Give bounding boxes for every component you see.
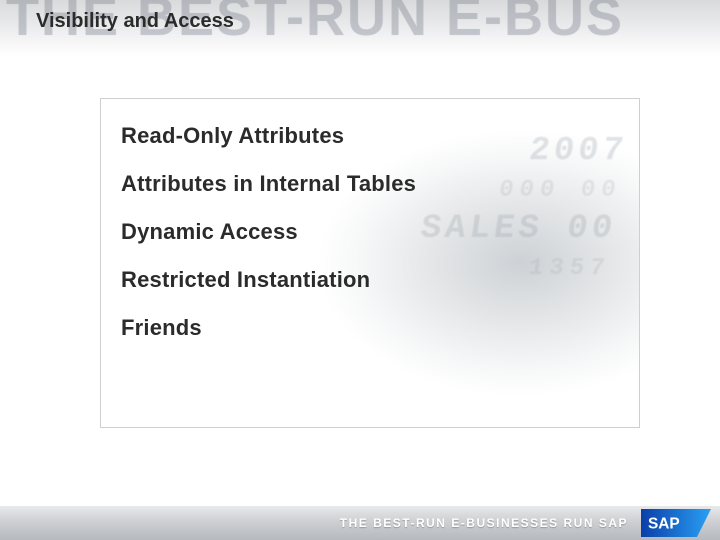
list-item: Attributes in Internal Tables bbox=[121, 171, 619, 197]
page-title: Visibility and Access bbox=[36, 10, 234, 33]
sap-logo-icon: SAP bbox=[640, 509, 712, 537]
sap-logo-text: SAP bbox=[648, 516, 680, 533]
list-item: Friends bbox=[121, 315, 619, 341]
content-box: 2007 000 00 SALES 00 1357 Read-Only Attr… bbox=[100, 98, 640, 428]
footer-bar: THE BEST-RUN E-BUSINESSES RUN SAP SAP bbox=[0, 506, 720, 540]
list-item: Read-Only Attributes bbox=[121, 123, 619, 149]
list-item: Dynamic Access bbox=[121, 219, 619, 245]
slide: THE BEST-RUN E-BUS Visibility and Access… bbox=[0, 0, 720, 540]
topic-list: Read-Only Attributes Attributes in Inter… bbox=[121, 123, 619, 341]
footer-tagline: THE BEST-RUN E-BUSINESSES RUN SAP bbox=[340, 516, 628, 530]
list-item: Restricted Instantiation bbox=[121, 267, 619, 293]
